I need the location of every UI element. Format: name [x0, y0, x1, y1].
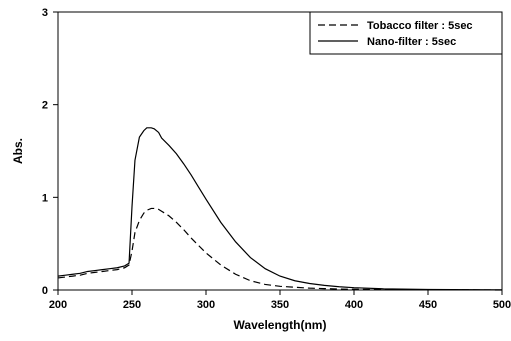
x-tick-label-2: 300 [197, 299, 215, 311]
y-tick-label-2: 2 [42, 100, 48, 112]
x-tick-label-1: 250 [123, 299, 141, 311]
x-axis-title: Wavelength(nm) [234, 318, 327, 332]
y-tick-label-0: 0 [42, 285, 48, 297]
y-tick-label-1: 1 [42, 192, 48, 204]
y-axis-ticks: 0 1 2 3 [42, 7, 58, 297]
x-tick-label-4: 400 [345, 299, 363, 311]
legend-label-tobacco: Tobacco filter : 5sec [367, 20, 473, 32]
y-tick-label-3: 3 [42, 7, 48, 19]
x-tick-label-3: 350 [271, 299, 289, 311]
x-tick-label-0: 200 [49, 299, 67, 311]
legend: Tobacco filter : 5sec Nano-filter : 5sec [310, 12, 502, 54]
x-tick-label-5: 450 [419, 299, 437, 311]
legend-label-nano: Nano-filter : 5sec [367, 36, 456, 48]
x-tick-label-6: 500 [493, 299, 511, 311]
y-axis-title: Abs. [11, 138, 25, 164]
x-axis-ticks: 200 250 300 350 400 450 500 [49, 290, 511, 311]
